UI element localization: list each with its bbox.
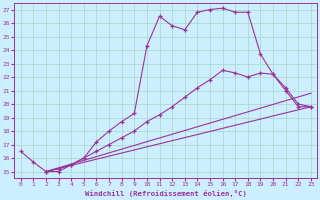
X-axis label: Windchill (Refroidissement éolien,°C): Windchill (Refroidissement éolien,°C) bbox=[85, 190, 247, 197]
